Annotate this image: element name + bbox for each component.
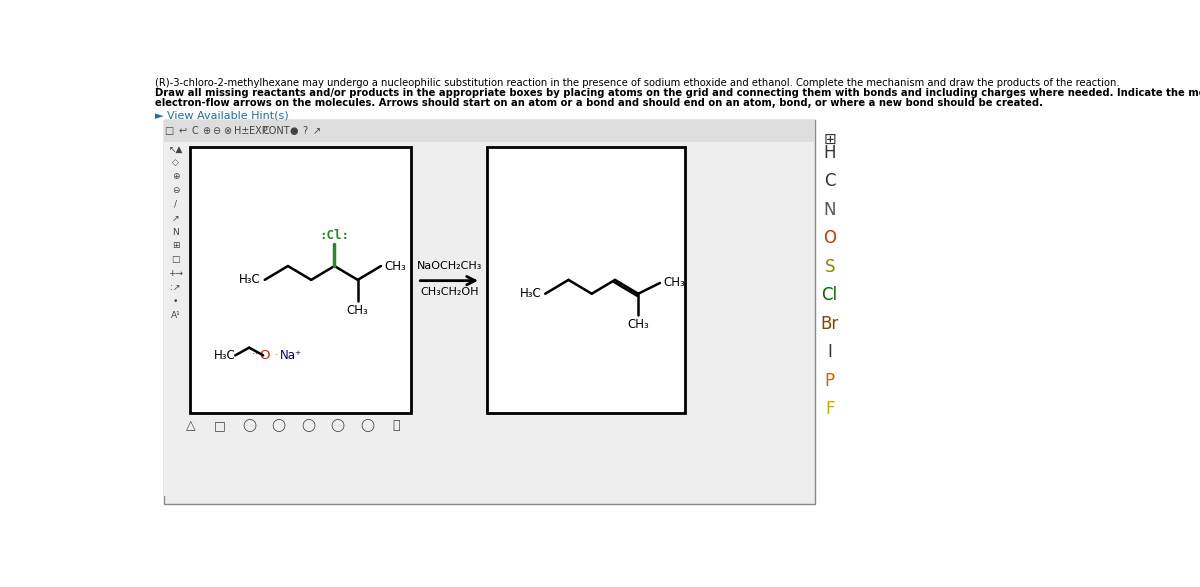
Text: NaOCH₂CH₃: NaOCH₂CH₃ [416,261,482,271]
Bar [487,147,685,413]
Text: ⊖: ⊖ [212,126,221,136]
Text: H₃C: H₃C [239,274,260,286]
Text: ◯: ◯ [271,419,286,432]
Text: N: N [173,228,179,237]
Text: ⛹: ⛹ [392,419,401,432]
Text: Cl: Cl [822,286,838,304]
Text: ●: ● [289,126,298,136]
Text: ·: · [274,351,277,360]
Text: ⊕: ⊕ [202,126,210,136]
Text: •: • [173,297,179,306]
Text: ↗: ↗ [172,214,179,223]
Text: O: O [259,349,270,362]
Text: H₃C: H₃C [214,349,235,362]
Text: □: □ [164,126,173,136]
Text: N: N [823,201,836,219]
Text: F: F [824,400,834,419]
Text: Na⁺: Na⁺ [281,349,302,362]
Text: CH₃: CH₃ [628,318,649,330]
Text: ◇: ◇ [172,158,179,167]
Text: O: O [823,230,836,247]
Bar [164,120,815,142]
Text: CH₃: CH₃ [664,276,685,289]
Text: ⊖: ⊖ [172,186,179,195]
Text: ⊞: ⊞ [823,132,836,147]
Bar [164,142,187,496]
Text: H₃C: H₃C [520,287,541,300]
Text: ··: ·· [252,350,259,360]
Text: H±: H± [234,126,250,136]
Text: ↗: ↗ [312,126,320,136]
Text: ⊕: ⊕ [172,172,179,181]
Text: EXP: EXP [250,126,268,136]
Text: I: I [827,343,832,361]
Text: CH₃: CH₃ [347,303,368,317]
Bar [164,120,815,504]
Text: ◯: ◯ [301,419,316,432]
Text: :Cl:: :Cl: [319,229,349,242]
Text: S: S [824,258,835,276]
Text: +→: +→ [168,269,184,278]
Text: C: C [192,126,198,136]
Text: CH₃: CH₃ [385,259,407,272]
Text: □: □ [172,255,180,264]
Text: H: H [823,144,836,162]
Text: /: / [174,200,178,209]
Text: C: C [824,173,835,190]
Text: ↩: ↩ [179,126,187,136]
Text: Draw all missing reactants and/or products in the appropriate boxes by placing a: Draw all missing reactants and/or produc… [156,88,1200,98]
Text: electron-flow arrows on the molecules. Arrows should start on an atom or a bond : electron-flow arrows on the molecules. A… [156,98,1044,108]
Text: ↖▲: ↖▲ [168,144,182,153]
Text: Br: Br [821,315,839,333]
Bar [191,147,412,413]
Text: P: P [824,372,835,390]
Text: □: □ [214,419,226,432]
Text: ⊗: ⊗ [223,126,232,136]
Text: (R)-3-chloro-2-methylhexane may undergo a nucleophilic substitution reaction in : (R)-3-chloro-2-methylhexane may undergo … [156,78,1120,88]
Text: ◯: ◯ [360,419,374,432]
Text: :↗: :↗ [170,283,181,292]
Text: △: △ [186,419,196,432]
Text: CH₃CH₂OH: CH₃CH₂OH [420,287,479,297]
Text: ?: ? [302,126,307,136]
Text: ◯: ◯ [330,419,344,432]
Text: CONT: CONT [263,126,290,136]
Text: ◯: ◯ [242,419,257,432]
Text: ⊞: ⊞ [172,241,179,251]
Text: ► View Available Hint(s): ► View Available Hint(s) [156,110,289,120]
Text: A¹: A¹ [170,311,180,320]
